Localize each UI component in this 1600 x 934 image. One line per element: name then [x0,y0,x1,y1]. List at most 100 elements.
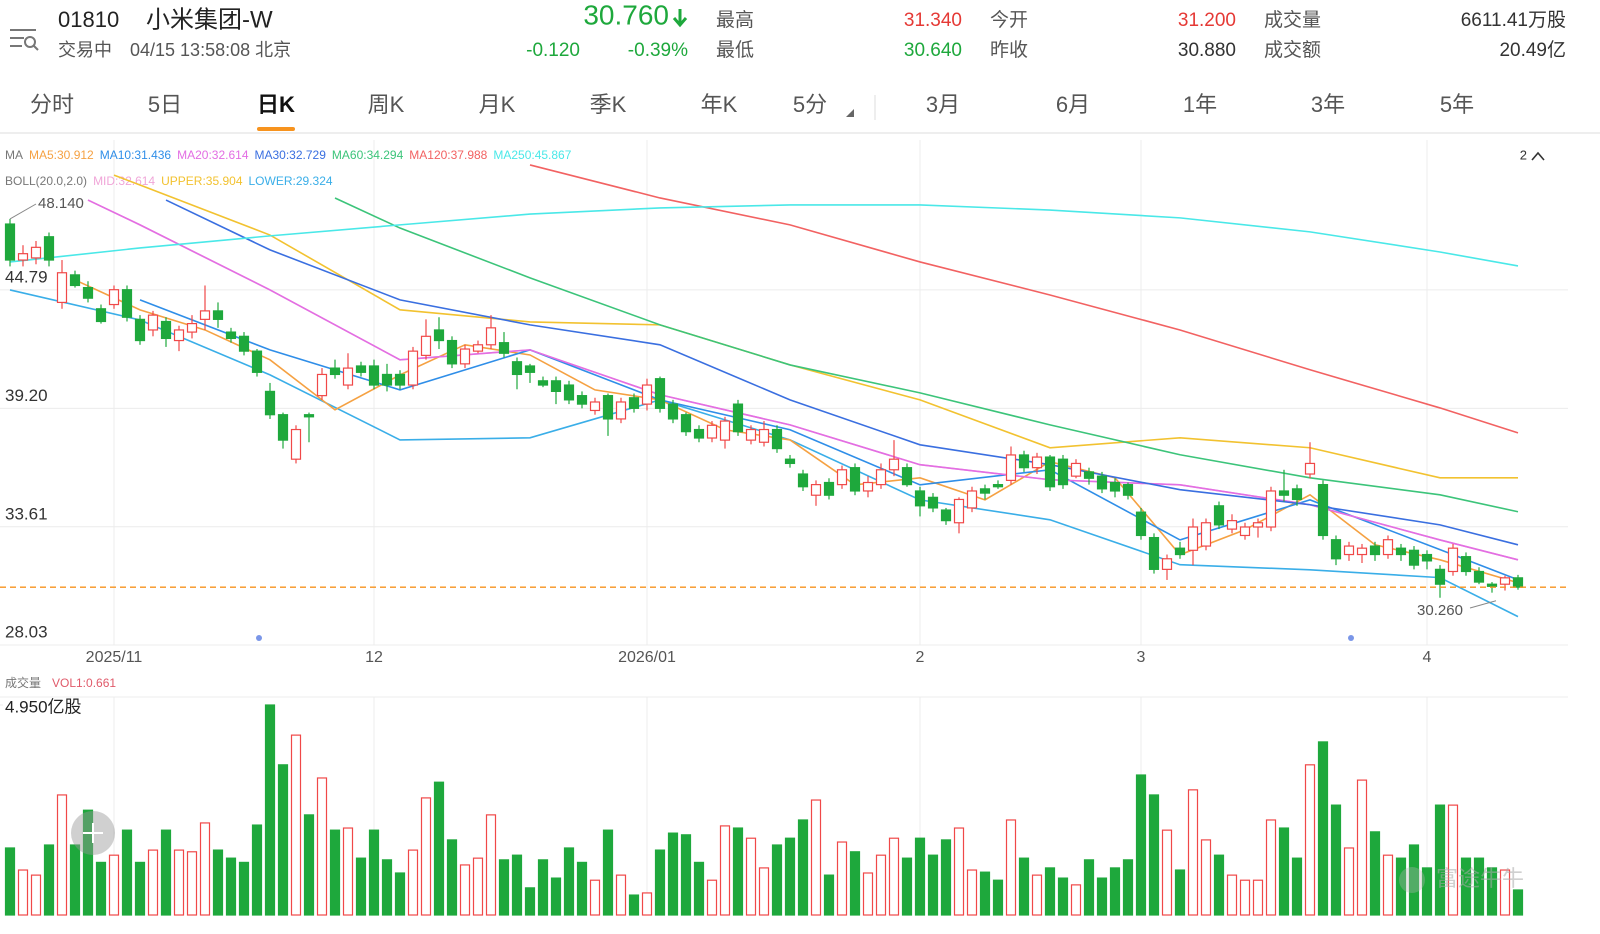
candle-body [212,310,224,320]
menu-icon[interactable] [10,29,39,51]
volume-bar [1382,854,1394,916]
candle-body [797,473,809,488]
volume-bar [485,814,497,916]
volume-bar [524,887,536,916]
candle-body [459,348,471,365]
y-tick-label: 44.79 [5,267,48,286]
event-dot[interactable] [1348,635,1354,641]
price-change: -0.120 [526,40,580,61]
indicator-line [165,199,1519,546]
x-tick-label: 2 [916,649,925,666]
period-tab[interactable]: 5年 [1440,92,1474,117]
candle-body [836,469,848,486]
stat-label: 昨收 [990,39,1028,61]
candle-body [303,414,315,418]
period-tab[interactable]: 3年 [1311,92,1345,117]
volume-bar [1135,774,1147,916]
period-tab[interactable]: 周K [368,92,405,117]
period-tab[interactable]: 6月 [1056,92,1090,117]
candle-body [1135,511,1147,537]
candle-body [589,401,601,412]
volume-bar [1486,867,1498,916]
candle-body [342,367,354,386]
candle-body [394,373,406,386]
candle-body [1408,549,1420,566]
volume-bar [1330,804,1342,916]
watermark-logo [1399,867,1425,893]
candle-body [680,414,692,433]
volume-bar [1174,869,1186,916]
volume-bar [680,834,692,916]
period-tab[interactable]: 分时 [30,92,74,117]
volume-bar [498,859,510,916]
volume-bar [1187,789,1199,916]
volume-bar [82,809,94,916]
trade-time: 04/15 13:58:08 北京 [130,40,291,60]
period-tab[interactable]: 3月 [926,92,960,117]
legend-item: MA250:45.867 [493,148,571,162]
period-tab[interactable]: 1年 [1183,92,1217,117]
event-dot[interactable] [256,635,262,641]
volume-bar [264,704,276,916]
candle-body [1291,488,1303,501]
candle-body [615,401,627,420]
candle-body [277,414,289,441]
candle-body [290,428,302,460]
candle-body [1057,458,1069,486]
candle-body [17,253,29,261]
indicator-line [334,197,1519,513]
candle-body [901,467,913,486]
period-tab[interactable]: 5日 [148,92,182,117]
candle-body [1304,462,1316,475]
candle-body [1369,545,1381,556]
candle-body [264,390,276,416]
volume-bar [316,777,328,916]
volume-bar [784,837,796,916]
stat-label: 今开 [990,9,1028,31]
stat-value: 20.49亿 [1499,39,1566,61]
volume-bar [628,894,640,916]
stat-label: 最低 [716,39,754,61]
volume-bar [1434,804,1446,916]
candle-body [537,380,549,386]
volume-bar [1109,867,1121,916]
volume-bar [420,797,432,916]
candle-body [56,272,68,304]
candle-body [355,365,367,373]
watermark: 富途牛牛 [1436,866,1524,891]
candle-body [1226,520,1238,530]
period-tab[interactable]: 季K [590,92,627,117]
period-tab[interactable]: 月K [479,92,516,117]
candle-body [654,378,666,409]
candle-body [225,331,237,340]
candle-body [472,344,484,352]
volume-bar [17,869,29,916]
volume-bar [1122,859,1134,916]
candle-body [1473,570,1485,583]
volume-bar [121,829,133,916]
legend-item: LOWER:29.324 [249,174,333,188]
volume-bar [667,832,679,916]
volume-bar [1005,819,1017,916]
period-tab[interactable]: 5分 [793,92,827,117]
candle-body [1148,536,1160,570]
candle-body [134,318,146,342]
period-tab[interactable]: 日K [257,92,295,117]
candle-body [1213,505,1225,526]
candle-body [43,236,55,261]
x-tick-label: 3 [1137,649,1146,666]
candle-body [485,327,497,346]
candle-body [1265,490,1277,528]
candle-body [849,467,861,492]
collapse-caret[interactable] [1531,151,1545,161]
float-button-icon [83,823,103,843]
volume-title: 成交量 [5,675,41,690]
candle-body [602,395,614,420]
volume-bar [95,861,107,916]
candle-body [940,509,952,522]
volume-bar [1070,884,1082,916]
candle-body [1330,539,1342,560]
candle-body [69,274,81,287]
candle-body [1005,454,1017,481]
period-tab[interactable]: 年K [701,92,738,117]
